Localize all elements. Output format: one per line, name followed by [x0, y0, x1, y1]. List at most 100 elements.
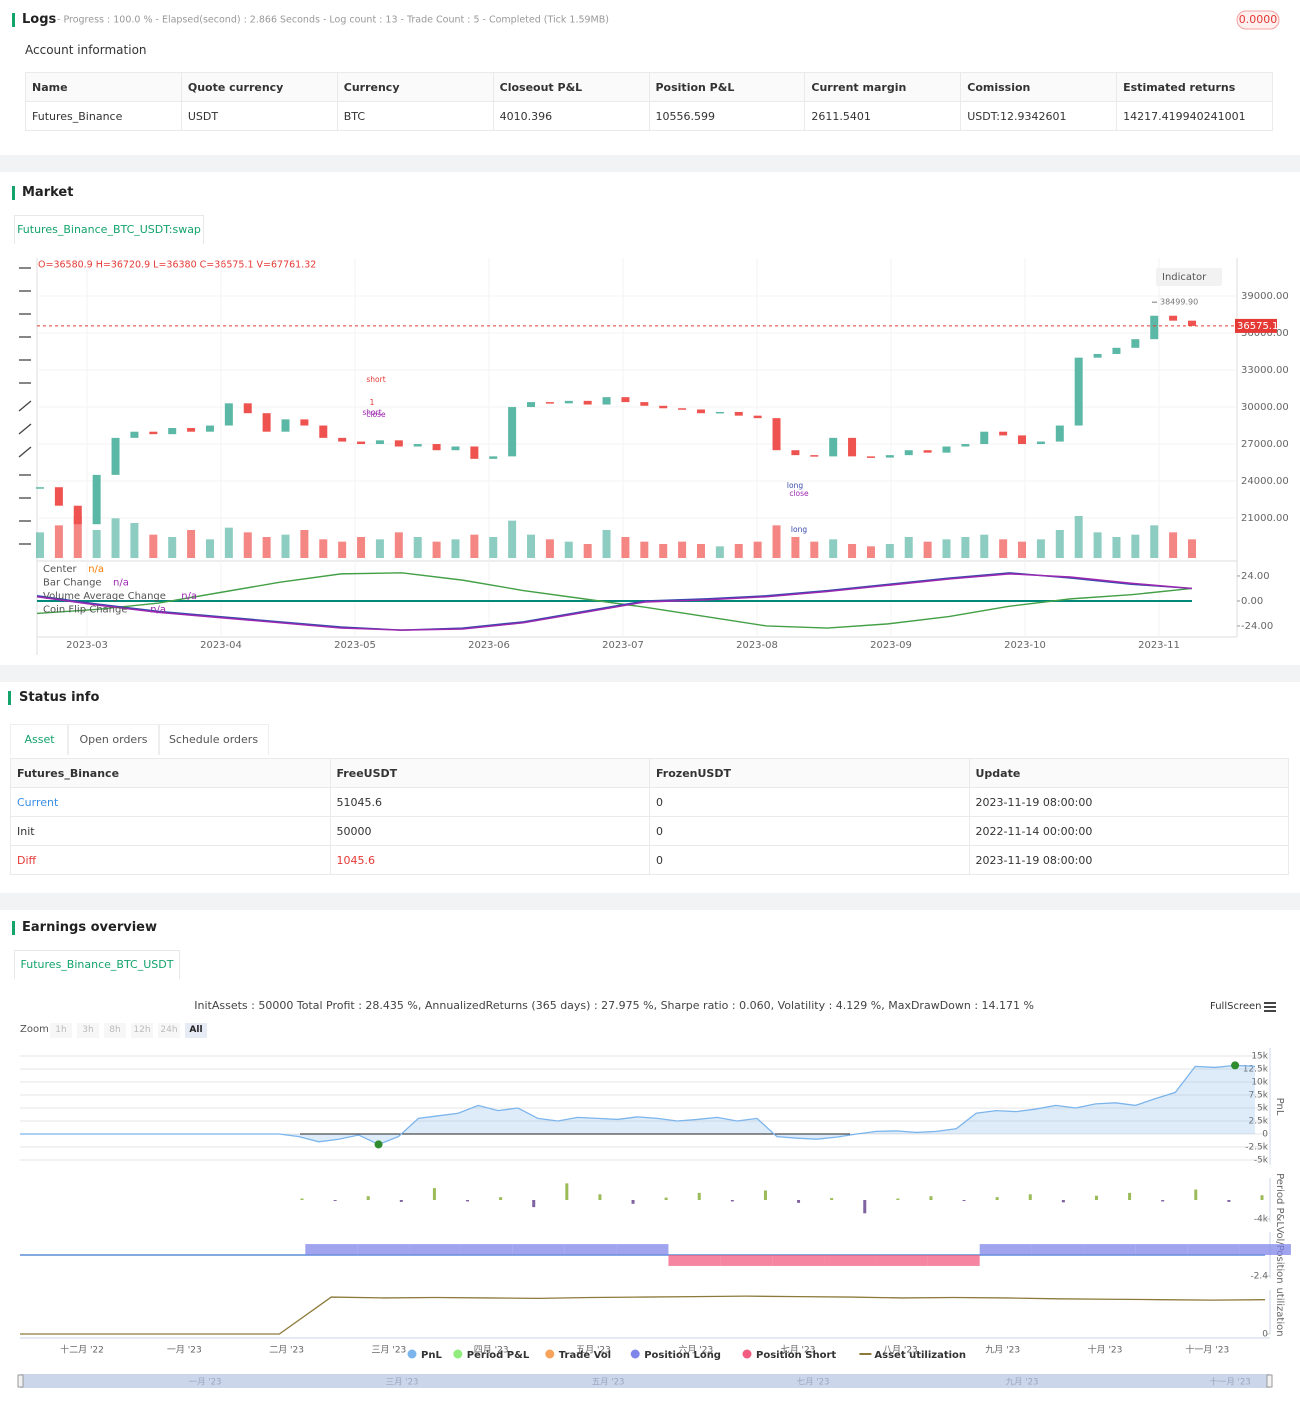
- position-bar: [1187, 1244, 1240, 1255]
- header-cell: Update: [968, 758, 1289, 788]
- legend-label: Coin Flip Change: [43, 605, 128, 616]
- volume-bar: [772, 525, 781, 558]
- cell: 0: [649, 787, 970, 817]
- tab[interactable]: Schedule orders: [158, 724, 269, 755]
- tab[interactable]: Futures_Binance_BTC_USDT: [14, 950, 180, 979]
- navigator-handle[interactable]: [1266, 1374, 1273, 1388]
- volume-bar: [149, 534, 158, 558]
- zoom-button[interactable]: All: [185, 1023, 207, 1038]
- candle: [640, 402, 649, 406]
- separator: [0, 665, 1300, 682]
- zoom-button[interactable]: 1h: [50, 1023, 72, 1038]
- position-bar: [305, 1244, 358, 1255]
- volume-bar: [73, 516, 82, 558]
- volume-bar: [885, 544, 894, 558]
- volume-bar: [168, 537, 177, 558]
- y-tick-label: -2.4: [1250, 1271, 1268, 1281]
- zoom-button[interactable]: 8h: [104, 1023, 126, 1038]
- header-cell: Quote currency: [180, 72, 338, 102]
- period-bar: [797, 1200, 801, 1203]
- trade-marker: long: [787, 481, 803, 490]
- cell: Current: [10, 787, 331, 817]
- y-tick-label: 5k: [1257, 1104, 1269, 1114]
- tab[interactable]: Open orders: [67, 724, 160, 755]
- volume-bar: [375, 539, 384, 558]
- candle: [187, 427, 196, 432]
- cell: 1045.6: [329, 845, 650, 875]
- position-bar: [1031, 1244, 1084, 1255]
- period-bar: [830, 1198, 834, 1200]
- legend-symbol: [742, 1349, 752, 1359]
- period-bar: [598, 1194, 602, 1200]
- navigator-handle[interactable]: [17, 1374, 24, 1388]
- trade-marker: long: [791, 525, 807, 534]
- cell: 10556.599: [648, 101, 806, 131]
- candle: [602, 397, 611, 405]
- volume-bar: [451, 539, 460, 558]
- position-bar: [824, 1255, 876, 1266]
- cell: USDT:12.9342601: [960, 101, 1118, 131]
- volume-bar: [1150, 525, 1159, 558]
- legend-label[interactable]: Position Long: [644, 1350, 721, 1361]
- zoom-button[interactable]: 24h: [158, 1023, 180, 1038]
- period-bar: [1161, 1200, 1165, 1202]
- cell: 0: [649, 816, 970, 846]
- indicator-button[interactable]: [1156, 268, 1222, 286]
- trade-marker: short: [366, 375, 385, 384]
- volume-bar: [980, 534, 989, 558]
- candle: [659, 405, 668, 409]
- legend-status: n/a: [88, 564, 104, 575]
- period-bar: [664, 1197, 668, 1200]
- volume-bar: [1036, 539, 1045, 558]
- candle: [1074, 357, 1083, 426]
- cell: 50000: [329, 816, 650, 846]
- y-tick-label: 27000.00: [1241, 439, 1289, 450]
- tab[interactable]: Asset: [10, 724, 69, 755]
- period-bar: [631, 1200, 635, 1204]
- volume-bar: [36, 532, 44, 558]
- x-tick-label: 十一月 '23: [1185, 1344, 1229, 1356]
- candle: [54, 487, 63, 506]
- volume-bar: [205, 539, 214, 558]
- log-summary: - Progress : 100.0 % - Elapsed(second) :…: [57, 15, 609, 26]
- volume-bar: [130, 523, 139, 558]
- navigator-label: 七月 '23: [797, 1378, 830, 1388]
- candle: [432, 444, 441, 451]
- zoom-button[interactable]: 3h: [77, 1023, 99, 1038]
- zoom-button[interactable]: 12h: [131, 1023, 153, 1038]
- position-bar: [772, 1255, 825, 1266]
- tab[interactable]: Futures_Binance_BTC_USDT:swap: [14, 215, 204, 244]
- volume-bar: [545, 539, 554, 558]
- candle: [810, 455, 819, 457]
- candle: [111, 437, 120, 475]
- y-tick-label: 10k: [1251, 1078, 1268, 1088]
- legend-label[interactable]: Position Short: [756, 1350, 836, 1361]
- header-cell: Futures_Binance: [10, 758, 331, 788]
- axis-title: Period P&L: [1274, 1173, 1285, 1227]
- position-bar: [979, 1244, 1032, 1255]
- legend-label: Center: [43, 564, 78, 575]
- position-bar: [1083, 1244, 1136, 1255]
- candle: [621, 397, 630, 403]
- legend-label[interactable]: Period P&L: [467, 1350, 530, 1361]
- candle: [205, 425, 214, 432]
- candle: [130, 431, 139, 438]
- volume-bar: [111, 518, 120, 558]
- y-tick-label: 36000.00: [1241, 328, 1289, 339]
- period-bar: [697, 1192, 701, 1200]
- section-title: Earnings overview: [22, 920, 157, 935]
- price-tag: [1235, 318, 1277, 333]
- legend-label[interactable]: Trade Vol: [559, 1350, 611, 1361]
- legend-label[interactable]: Asset utilization: [874, 1350, 966, 1361]
- period-bar: [1094, 1195, 1098, 1200]
- fullscreen[interactable]: FullScreen: [1210, 1001, 1262, 1012]
- header-cell: Estimated returns: [1116, 72, 1273, 102]
- legend-label: Bar Change: [43, 578, 102, 589]
- candle: [980, 431, 989, 445]
- volume-bar: [413, 537, 422, 558]
- indicator-button-text[interactable]: Indicator: [1162, 272, 1207, 283]
- navigator[interactable]: [20, 1374, 1270, 1388]
- volume-bar: [640, 541, 649, 558]
- candle: [224, 403, 233, 426]
- legend-label[interactable]: PnL: [421, 1350, 442, 1361]
